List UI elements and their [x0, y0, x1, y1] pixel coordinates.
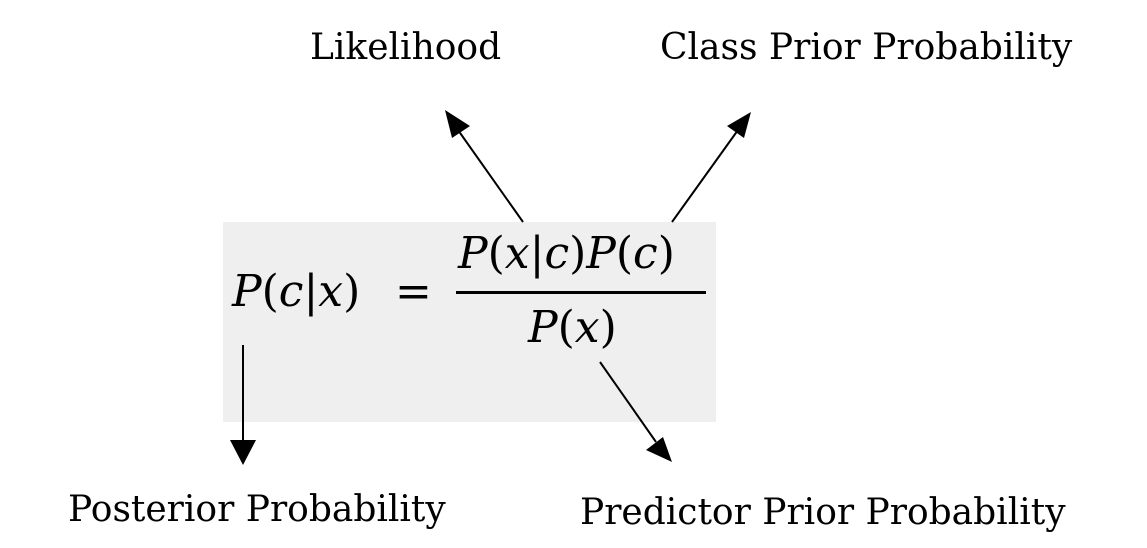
likelihood-arrow: [445, 110, 524, 223]
likelihood-label: Likelihood: [310, 27, 502, 68]
lhs-close-paren: ): [343, 266, 361, 317]
formula-box: [223, 222, 716, 422]
num-close-paren-2: ): [657, 228, 675, 279]
lhs-bar: |: [303, 266, 319, 317]
posterior-arrow: [230, 345, 256, 465]
predictor-prior-arrow: [599, 361, 672, 462]
predictor-prior-label: Predictor Prior Probability: [580, 492, 1066, 533]
den-x: x: [574, 302, 600, 353]
num-bar: |: [529, 228, 545, 279]
den-open-paren: (: [557, 302, 575, 353]
num-c1: c: [544, 228, 570, 279]
num-open-paren-1: (: [487, 228, 505, 279]
formula-lhs: P(c|x): [232, 270, 360, 314]
den-p: P: [528, 302, 558, 353]
lhs-p: P: [232, 266, 262, 317]
num-x: x: [504, 228, 530, 279]
num-close-paren-1: ): [569, 228, 587, 279]
class-prior-label: Class Prior Probability: [660, 27, 1073, 68]
formula-numerator: P(x|c)P(c): [458, 232, 675, 276]
lhs-x: x: [318, 266, 344, 317]
posterior-label: Posterior Probability: [68, 489, 446, 530]
num-c2: c: [633, 228, 658, 279]
fraction-bar: [456, 291, 706, 294]
lhs-c: c: [278, 266, 304, 317]
den-close-paren: ): [599, 302, 617, 353]
lhs-open-paren: (: [261, 266, 279, 317]
num-p1: P: [458, 228, 488, 279]
num-p2: P: [586, 228, 616, 279]
class-prior-arrow: [671, 112, 751, 223]
equals-sign: =: [395, 266, 432, 317]
num-open-paren-2: (: [615, 228, 634, 279]
formula-denominator: P(x): [528, 306, 617, 350]
formula-equals: =: [395, 270, 432, 314]
